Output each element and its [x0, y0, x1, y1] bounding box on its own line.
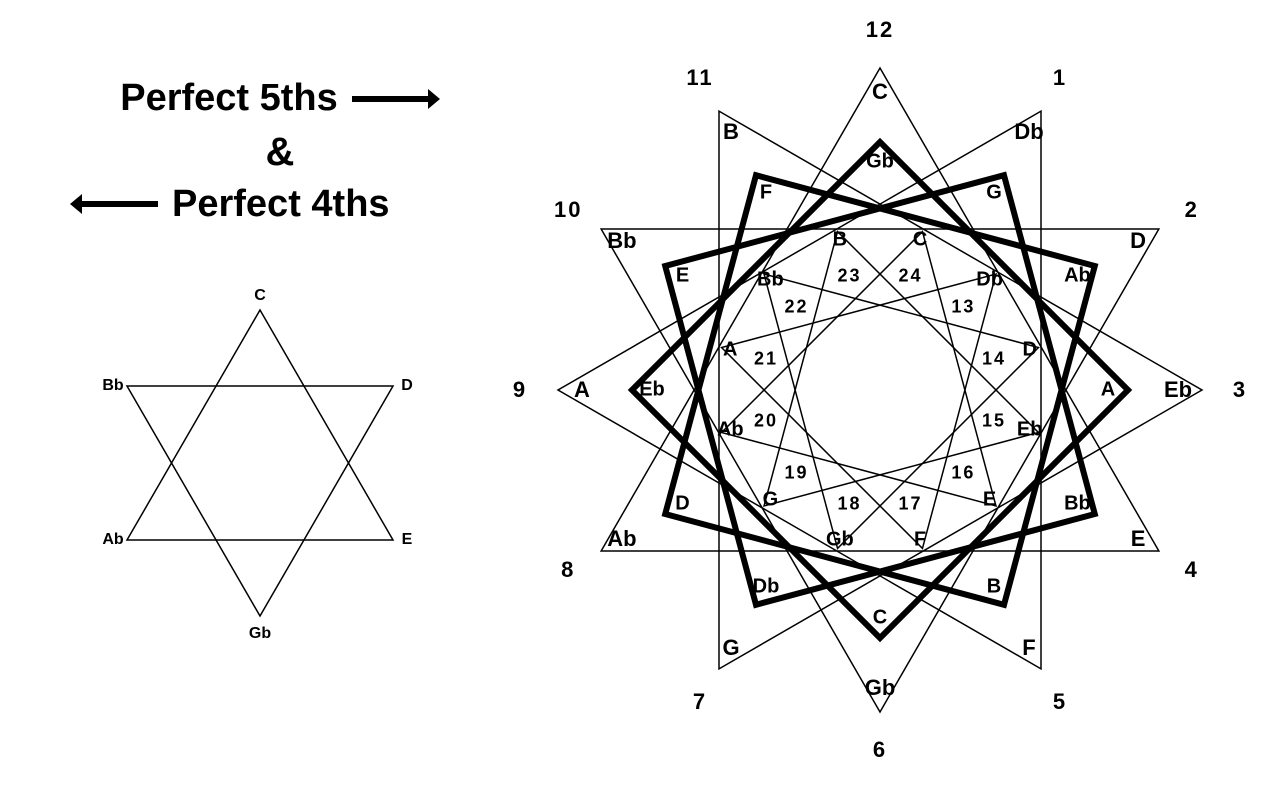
outer-note-b: B	[723, 119, 739, 145]
mid-note-bb: Bb	[1064, 493, 1091, 516]
inner-number-19: 19	[785, 463, 809, 484]
inner-note-e: E	[983, 488, 996, 511]
outer-note-gb: Gb	[865, 675, 896, 701]
mid-note-eb: Eb	[639, 379, 665, 402]
outer-note-g: G	[722, 635, 739, 661]
mid-note-a: A	[1101, 379, 1115, 402]
inner-note-d: D	[1022, 338, 1036, 361]
star-poly	[665, 175, 1095, 605]
star-poly	[665, 175, 1095, 605]
arrow-right-icon	[350, 85, 440, 113]
outer-number-9: 9	[513, 377, 527, 403]
inner-number-24: 24	[899, 266, 923, 287]
hex-triangle-down	[127, 386, 393, 616]
outer-note-bb: Bb	[607, 228, 636, 254]
title-amp: &	[70, 128, 490, 176]
inner-note-gb: Gb	[826, 528, 854, 551]
title-line-4ths: Perfect 4ths	[70, 182, 490, 228]
outer-number-7: 7	[693, 689, 707, 715]
outer-note-eb: Eb	[1164, 377, 1192, 403]
inner-number-13: 13	[951, 296, 975, 317]
inner-number-22: 22	[785, 296, 809, 317]
inner-note-g: G	[763, 488, 779, 511]
mid-note-e: E	[676, 265, 689, 288]
outer-note-e: E	[1131, 526, 1146, 552]
hex-triangle-up	[127, 310, 393, 540]
inner-number-21: 21	[754, 349, 778, 370]
mid-note-c: C	[873, 607, 887, 630]
inner-note-bb: Bb	[757, 269, 784, 292]
outer-number-4: 4	[1185, 557, 1199, 583]
hex-label-ab: Ab	[102, 531, 123, 549]
mid-note-gb: Gb	[866, 151, 894, 174]
outer-note-db: Db	[1014, 119, 1043, 145]
outer-number-2: 2	[1185, 197, 1199, 223]
outer-note-c: C	[872, 79, 888, 105]
outer-number-8: 8	[561, 557, 575, 583]
star-poly	[632, 142, 1128, 638]
star-svg	[495, 5, 1265, 775]
mid-note-db: Db	[753, 576, 780, 599]
mid-note-d: D	[675, 493, 689, 516]
hex-label-bb: Bb	[102, 377, 123, 395]
inner-note-b: B	[833, 229, 847, 252]
inner-number-23: 23	[837, 266, 861, 287]
outer-note-a: A	[574, 377, 590, 403]
hex-label-c: C	[254, 287, 266, 305]
hex-label-d: D	[401, 377, 413, 395]
outer-number-12: 12	[866, 17, 894, 43]
inner-note-c: C	[913, 229, 927, 252]
mid-note-f: F	[760, 181, 772, 204]
mid-note-b: B	[987, 576, 1001, 599]
title-4ths-text: Perfect 4ths	[172, 182, 390, 228]
outer-number-1: 1	[1053, 65, 1067, 91]
mid-note-g: G	[986, 181, 1002, 204]
outer-number-11: 11	[686, 65, 713, 91]
outer-number-10: 10	[554, 197, 582, 223]
title-block: Perfect 5ths & Perfect 4ths	[70, 70, 490, 233]
arrow-left-icon	[70, 190, 160, 218]
star-diagram: 12CGbC241DbGDb132DAbD143EbAEb154EBbE165F…	[495, 5, 1265, 775]
inner-number-15: 15	[982, 410, 1006, 431]
inner-note-eb: Eb	[1017, 419, 1043, 442]
hex-label-e: E	[402, 531, 413, 549]
inner-note-db: Db	[976, 269, 1003, 292]
inner-number-16: 16	[951, 463, 975, 484]
title-line-5ths: Perfect 5ths	[70, 76, 490, 122]
hexagram-svg	[105, 310, 415, 640]
inner-note-ab: Ab	[717, 419, 744, 442]
outer-note-f: F	[1022, 635, 1035, 661]
inner-number-14: 14	[982, 349, 1006, 370]
outer-number-6: 6	[873, 737, 887, 763]
ampersand: &	[266, 128, 295, 176]
mid-note-ab: Ab	[1064, 265, 1091, 288]
inner-number-18: 18	[837, 493, 861, 514]
outer-number-5: 5	[1053, 689, 1067, 715]
title-5ths-text: Perfect 5ths	[120, 76, 338, 122]
outer-note-d: D	[1130, 228, 1146, 254]
inner-note-a: A	[723, 338, 737, 361]
outer-number-3: 3	[1233, 377, 1247, 403]
inner-number-20: 20	[754, 410, 778, 431]
inner-number-17: 17	[899, 493, 923, 514]
hexagram-diagram: CDEGbAbBb	[105, 310, 415, 680]
outer-note-ab: Ab	[607, 526, 636, 552]
inner-note-f: F	[914, 528, 926, 551]
hex-label-gb: Gb	[249, 625, 271, 643]
